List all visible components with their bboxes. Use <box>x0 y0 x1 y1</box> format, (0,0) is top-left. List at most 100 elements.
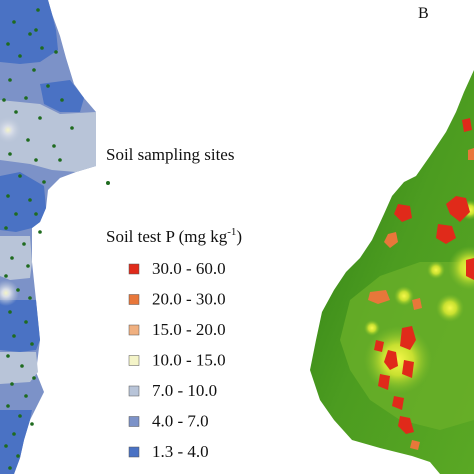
map-a-zone-low-3 <box>0 172 46 232</box>
map-a-zone-low-2 <box>40 80 84 112</box>
map-a-zone-low-5 <box>0 410 32 474</box>
legend-classes: 30.0 - 60.0 20.0 - 30.0 15.0 - 20.0 10.0 - … <box>128 259 226 461</box>
legend-swatch <box>128 263 140 275</box>
sampling-sites-title: Soil sampling sites <box>106 145 234 164</box>
map-b-orange-patch-3 <box>412 298 422 310</box>
sampling-site-dot <box>38 116 42 120</box>
sampling-site-dot <box>12 334 16 338</box>
sampling-site-marker <box>106 181 110 185</box>
sampling-site-dot <box>6 194 10 198</box>
map-a-zone-low-4 <box>0 300 40 352</box>
map-a-zone-high-2 <box>0 236 32 280</box>
map-a-sampling-sites <box>2 8 74 470</box>
legend-class-label: 10.0 - 15.0 <box>152 351 226 370</box>
map-b-orange-patch-1 <box>384 232 398 248</box>
sampling-site-dot <box>36 8 40 12</box>
sampling-site-dot <box>6 42 10 46</box>
map-b-orange-patch-2 <box>368 290 390 304</box>
sampling-site-dot <box>8 78 12 82</box>
sampling-site-dot <box>24 96 28 100</box>
sampling-site-dot <box>8 466 12 470</box>
sampling-site-dot <box>14 110 18 114</box>
legend-class-label: 1.3 - 4.0 <box>152 442 209 461</box>
map-a-zone-high-1 <box>0 100 96 172</box>
map-b-red-patch-5 <box>374 340 384 352</box>
sampling-site-dot <box>38 230 42 234</box>
map-b-red-patch-10 <box>392 396 404 410</box>
sampling-site-dot <box>4 274 8 278</box>
map-b: B <box>310 5 474 474</box>
map-b-yellow-2 <box>448 246 474 290</box>
map-a-zone-high-3 <box>0 352 38 384</box>
sampling-site-dot <box>70 126 74 130</box>
sampling-site-dot <box>18 174 22 178</box>
sampling-site-dot <box>16 454 20 458</box>
sampling-site-dot <box>20 364 24 368</box>
legend-class-label: 20.0 - 30.0 <box>152 290 226 309</box>
sampling-site-dot <box>40 46 44 50</box>
sampling-site-dot <box>26 264 30 268</box>
sampling-site-dot <box>28 32 32 36</box>
sampling-site-dot <box>34 212 38 216</box>
map-a-hotspot-2 <box>0 280 19 306</box>
sampling-site-dot <box>34 158 38 162</box>
legend-class-label: 15.0 - 20.0 <box>152 320 226 339</box>
map-b-orange-patch-4 <box>410 440 420 450</box>
sampling-site-dot <box>6 354 10 358</box>
sampling-site-dot <box>8 310 12 314</box>
sampling-site-dot <box>60 98 64 102</box>
legend-swatch <box>128 446 140 458</box>
sampling-site-dot <box>58 158 62 162</box>
sampling-site-dot <box>4 444 8 448</box>
legend-swatch <box>128 294 140 305</box>
sampling-site-dot <box>46 84 50 88</box>
sampling-site-dot <box>4 226 8 230</box>
map-b-yellow-5 <box>427 261 445 279</box>
sampling-site-dot <box>18 414 22 418</box>
legend-class-label: 7.0 - 10.0 <box>152 381 217 400</box>
map-b-red-patch-1 <box>446 196 470 222</box>
legend-class-label: 4.0 - 7.0 <box>152 412 209 431</box>
sampling-site-dot <box>32 376 36 380</box>
map-b-red-patch-3 <box>394 204 412 222</box>
legend-swatch <box>128 355 140 366</box>
map-b-red-patch-12 <box>462 118 472 132</box>
sampling-site-dot <box>26 138 30 142</box>
sampling-site-dot <box>54 50 58 54</box>
legend: Soil sampling sites Soil test P (mg kg-1… <box>106 145 242 461</box>
sampling-site-dot <box>30 342 34 346</box>
map-b-yellow-4 <box>394 286 414 306</box>
map-b-red-patch-2 <box>436 224 456 244</box>
sampling-site-dot <box>22 242 26 246</box>
sampling-site-dot <box>42 180 46 184</box>
sampling-site-dot <box>28 296 32 300</box>
sampling-site-dot <box>12 20 16 24</box>
sampling-site-dot <box>32 68 36 72</box>
legend-swatch <box>128 385 140 397</box>
map-b-orange-patch-5 <box>468 148 474 160</box>
legend-class-label: 30.0 - 60.0 <box>152 259 226 278</box>
sampling-site-dot <box>30 422 34 426</box>
map-b-yellow-1 <box>364 326 432 394</box>
sampling-site-dot <box>34 28 38 32</box>
map-a <box>0 0 96 474</box>
sampling-site-dot <box>16 288 20 292</box>
sampling-site-dot <box>10 382 14 386</box>
sampling-site-dot <box>24 320 28 324</box>
map-b-red-patch-4 <box>466 258 474 280</box>
sampling-site-dot <box>12 432 16 436</box>
legend-swatch <box>128 416 140 427</box>
map-b-yellow-3 <box>436 294 464 322</box>
sampling-site-dot <box>24 394 28 398</box>
map-b-red-patch-7 <box>400 326 416 350</box>
sampling-site-dot <box>14 212 18 216</box>
sampling-site-dot <box>6 404 10 408</box>
map-b-red-patch-6 <box>384 350 398 370</box>
map-b-red-patch-9 <box>378 374 390 390</box>
map-b-red-patch-11 <box>398 416 414 434</box>
sampling-site-dot <box>52 144 56 148</box>
legend-swatch <box>128 324 140 336</box>
panel-b-label: B <box>418 5 429 22</box>
sampling-site-dot <box>8 152 12 156</box>
